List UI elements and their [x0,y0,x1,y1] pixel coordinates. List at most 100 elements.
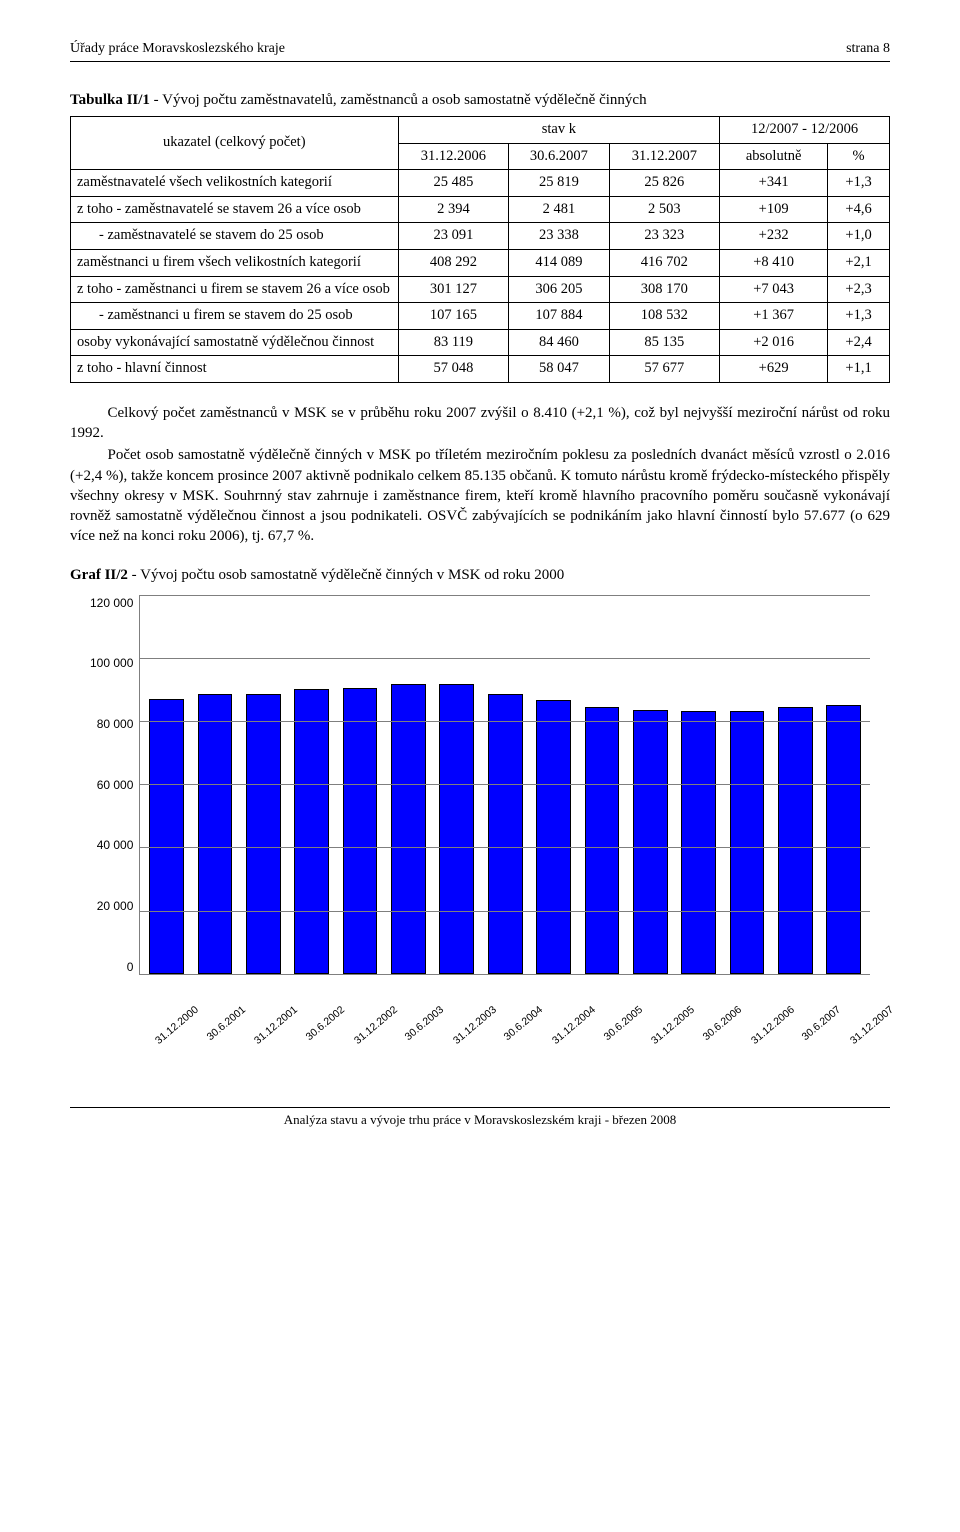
x-tick: 30.6.2004 [501,1003,546,1044]
body-text: Celkový počet zaměstnanců v MSK se v prů… [70,403,890,547]
paragraph: Počet osob samostatně výdělečně činných … [70,445,890,546]
cell: +1,3 [828,303,890,330]
x-tick: 31.12.2004 [549,1003,598,1048]
table-row: z toho - zaměstnanci u firem se stavem 2… [71,276,890,303]
x-tick: 30.6.2003 [402,1003,447,1044]
row-label: zaměstnavatelé všech velikostních katego… [71,170,399,197]
chart-caption-rest: - Vývoj počtu osob samostatně výdělečně … [128,567,564,583]
table-row: z toho - zaměstnavatelé se stavem 26 a v… [71,196,890,223]
bar [633,710,668,973]
cell: 57 677 [609,356,720,383]
table-row: osoby vykonávající samostatně výdělečnou… [71,329,890,356]
bar [391,684,426,974]
y-tick: 100 000 [90,655,133,671]
cell: +2,1 [828,249,890,276]
y-tick: 120 000 [90,595,133,611]
x-tick: 31.12.2005 [649,1003,698,1048]
bar [681,711,716,974]
grid-line [140,847,870,848]
row-label: - zaměstnavatelé se stavem do 25 osob [71,223,399,250]
page-header: Úřady práce Moravskoslezského kraje stra… [70,40,890,62]
cell: 2 503 [609,196,720,223]
table-caption-rest: - Vývoj počtu zaměstnavatelů, zaměstnanc… [150,92,647,108]
x-tick: 31.12.2001 [252,1003,301,1048]
cell: 306 205 [509,276,609,303]
table-row: zaměstnanci u firem všech velikostních k… [71,249,890,276]
x-tick: 30.6.2007 [799,1003,844,1044]
th-stavk: stav k [398,117,720,144]
cell: 85 135 [609,329,720,356]
y-tick: 0 [127,959,134,975]
grid-line [140,784,870,785]
bar-value-label: 85 135 [836,661,851,695]
page-footer: Analýza stavu a vývoje trhu práce v Mora… [70,1107,890,1129]
cell: +7 043 [720,276,828,303]
cell: +341 [720,170,828,197]
table-caption-bold: Tabulka II/1 [70,92,150,108]
cell: +1,1 [828,356,890,383]
y-axis: 120 000100 00080 00060 00040 00020 0000 [90,595,139,975]
grid-line [140,911,870,912]
x-tick: 31.12.2006 [748,1003,797,1048]
x-tick: 31.12.2007 [847,1003,896,1048]
bar-value-label: 90 549 [353,644,368,678]
grid-line [140,658,870,659]
th-c3: 31.12.2007 [609,143,720,170]
bar [294,689,329,974]
cell: 23 323 [609,223,720,250]
cell: 25 826 [609,170,720,197]
cell: +8 410 [720,249,828,276]
x-tick: 30.6.2005 [601,1003,646,1044]
table-row: - zaměstnanci u firem se stavem do 25 os… [71,303,890,330]
row-label: - zaměstnanci u firem se stavem do 25 os… [71,303,399,330]
cell: 83 119 [398,329,509,356]
bar-value-label: 91 762 [401,640,416,674]
bar-value-label: 83 119 [740,667,755,700]
cell: 57 048 [398,356,509,383]
row-label: osoby vykonávající samostatně výdělečnou… [71,329,399,356]
row-label: z toho - zaměstnanci u firem se stavem 2… [71,276,399,303]
y-tick: 60 000 [97,777,134,793]
bar [778,707,813,974]
row-label: z toho - hlavní činnost [71,356,399,383]
cell: 2 394 [398,196,509,223]
cell: +4,6 [828,196,890,223]
table-row: z toho - hlavní činnost57 04858 04757 67… [71,356,890,383]
bar [343,688,378,974]
bar [198,694,233,974]
cell: 25 819 [509,170,609,197]
cell: +2,3 [828,276,890,303]
bar [246,694,281,974]
bar [730,711,765,974]
cell: 308 170 [609,276,720,303]
grid-line [140,595,870,596]
cell: +629 [720,356,828,383]
row-label: z toho - zaměstnavatelé se stavem 26 a v… [71,196,399,223]
bar-value-label: 84 460 [788,663,803,697]
table-row: zaměstnavatelé všech velikostních katego… [71,170,890,197]
chart-caption: Graf II/2 - Vývoj počtu osob samostatně … [70,565,890,585]
x-tick: 31.12.2002 [351,1003,400,1048]
th-c2: 30.6.2007 [509,143,609,170]
cell: 2 481 [509,196,609,223]
x-tick: 31.12.2003 [450,1003,499,1048]
bar [826,705,861,974]
cell: 84 460 [509,329,609,356]
data-table: ukazatel (celkový počet) stav k 12/2007 … [70,116,890,383]
header-right: strana 8 [846,40,890,59]
cell: 416 702 [609,249,720,276]
bar [536,700,571,974]
cell: +232 [720,223,828,250]
x-tick: 30.6.2006 [700,1003,745,1044]
bar-chart: 120 000100 00080 00060 00040 00020 0000 … [90,595,870,1017]
cell: 25 485 [398,170,509,197]
y-tick: 80 000 [97,716,134,732]
cell: +2 016 [720,329,828,356]
cell: 408 292 [398,249,509,276]
th-abs: absolutně [720,143,828,170]
cell: 58 047 [509,356,609,383]
footer-text: Analýza stavu a vývoje trhu práce v Mora… [284,1112,676,1127]
th-delta: 12/2007 - 12/2006 [720,117,890,144]
bar-value-label: 91 874 [449,639,464,673]
cell: 23 338 [509,223,609,250]
